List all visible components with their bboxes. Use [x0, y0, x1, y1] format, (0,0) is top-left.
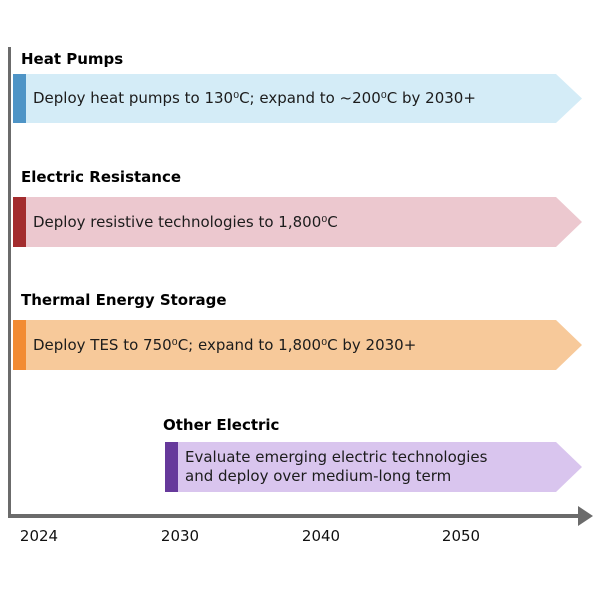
row-title-thermal-energy-storage: Thermal Energy Storage: [21, 291, 227, 309]
bar-accent-stripe: [13, 74, 26, 123]
timeline-bar-electric-resistance: Deploy resistive technologies to 1,800⁰C: [13, 197, 582, 247]
x-axis-arrowhead-icon: [578, 506, 593, 526]
x-axis-tick-label-2040: 2040: [301, 527, 341, 545]
timeline-bar-other-electric: Evaluate emerging electric technologies …: [165, 442, 582, 492]
timeline-bar-heat-pumps: Deploy heat pumps to 130⁰C; expand to ~2…: [13, 74, 582, 123]
bar-text: Deploy TES to 750⁰C; expand to 1,800⁰C b…: [33, 335, 417, 354]
x-axis-tick-label-2030: 2030: [160, 527, 200, 545]
timeline-bar-thermal-energy-storage: Deploy TES to 750⁰C; expand to 1,800⁰C b…: [13, 320, 582, 370]
row-title-other-electric: Other Electric: [163, 416, 280, 434]
bar-text: Deploy resistive technologies to 1,800⁰C: [33, 212, 338, 231]
bar-accent-stripe: [13, 197, 26, 247]
x-axis-line: [8, 514, 582, 518]
bar-accent-stripe: [13, 320, 26, 370]
bar-accent-stripe: [165, 442, 178, 492]
x-axis-tick-label-2050: 2050: [441, 527, 481, 545]
bar-text: Evaluate emerging electric technologies …: [185, 448, 488, 485]
y-axis-line: [8, 47, 11, 515]
row-title-heat-pumps: Heat Pumps: [21, 50, 124, 68]
bar-text: Deploy heat pumps to 130⁰C; expand to ~2…: [33, 89, 476, 108]
row-title-electric-resistance: Electric Resistance: [21, 168, 182, 186]
x-axis-tick-label-2024: 2024: [19, 527, 59, 545]
